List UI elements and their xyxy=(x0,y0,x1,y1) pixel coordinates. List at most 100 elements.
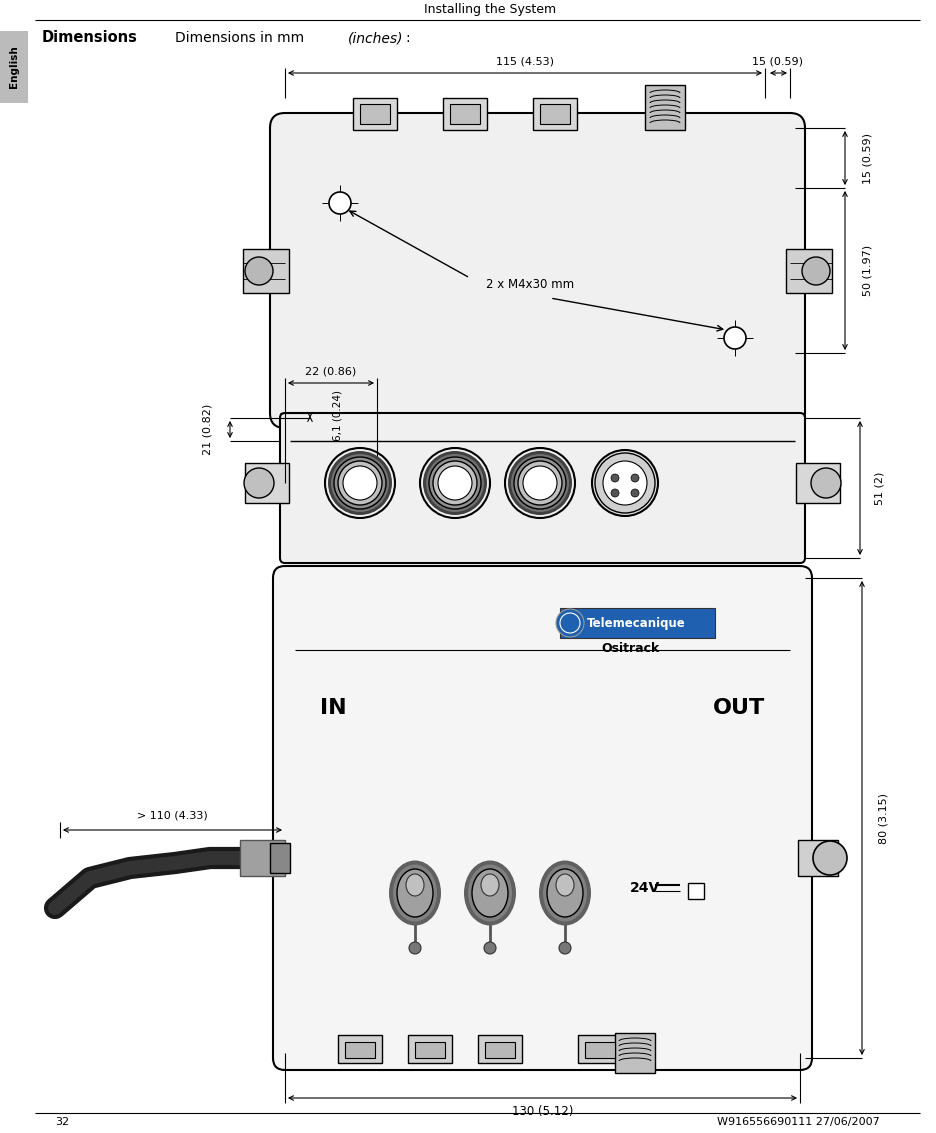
Text: Dimensions in mm: Dimensions in mm xyxy=(175,31,309,45)
Text: > 110 (4.33): > 110 (4.33) xyxy=(138,810,208,820)
Ellipse shape xyxy=(389,860,441,926)
Text: 22 (0.86): 22 (0.86) xyxy=(305,366,357,376)
Ellipse shape xyxy=(393,864,437,921)
Text: 24V: 24V xyxy=(630,881,660,895)
Bar xyxy=(408,1036,452,1063)
Bar xyxy=(786,249,832,293)
Circle shape xyxy=(595,453,655,513)
Ellipse shape xyxy=(468,864,512,921)
Circle shape xyxy=(514,457,566,509)
Circle shape xyxy=(611,474,619,482)
Circle shape xyxy=(523,466,557,500)
Circle shape xyxy=(244,468,274,499)
Bar xyxy=(415,1042,445,1058)
Circle shape xyxy=(592,450,658,516)
Text: Telemecanique: Telemecanique xyxy=(587,616,686,630)
Ellipse shape xyxy=(543,864,587,921)
Circle shape xyxy=(559,942,571,954)
Circle shape xyxy=(811,468,841,499)
Text: Installing the System: Installing the System xyxy=(424,3,556,17)
Circle shape xyxy=(328,451,392,516)
Circle shape xyxy=(518,461,562,505)
Bar xyxy=(645,85,685,130)
Bar xyxy=(270,843,290,874)
Ellipse shape xyxy=(406,874,424,896)
Text: 115 (4.53): 115 (4.53) xyxy=(496,56,554,66)
Text: 15 (0.59): 15 (0.59) xyxy=(862,133,872,184)
Circle shape xyxy=(556,610,584,637)
Circle shape xyxy=(724,327,746,349)
Circle shape xyxy=(331,454,389,512)
Bar xyxy=(585,1042,615,1058)
Text: (inches): (inches) xyxy=(348,31,403,45)
Circle shape xyxy=(245,257,273,286)
Ellipse shape xyxy=(556,874,574,896)
Bar xyxy=(245,463,289,503)
Text: English: English xyxy=(9,45,19,88)
Circle shape xyxy=(611,489,619,497)
Bar xyxy=(533,97,577,130)
Text: 51 (2): 51 (2) xyxy=(875,471,885,504)
Circle shape xyxy=(433,461,477,505)
Bar xyxy=(540,104,570,123)
Bar xyxy=(360,104,390,123)
Bar xyxy=(443,97,487,130)
Bar xyxy=(798,840,838,876)
Circle shape xyxy=(560,613,580,633)
Text: 15 (0.59): 15 (0.59) xyxy=(752,56,803,66)
Ellipse shape xyxy=(547,869,583,917)
FancyBboxPatch shape xyxy=(273,566,812,1070)
Circle shape xyxy=(802,257,830,286)
Bar xyxy=(578,1036,622,1063)
Bar xyxy=(338,1036,382,1063)
Text: :: : xyxy=(405,31,410,45)
Circle shape xyxy=(426,454,484,512)
Text: IN: IN xyxy=(320,698,346,718)
Bar xyxy=(353,97,397,130)
Bar xyxy=(560,608,715,638)
Ellipse shape xyxy=(481,874,499,896)
Circle shape xyxy=(508,451,572,516)
Circle shape xyxy=(429,457,481,509)
Ellipse shape xyxy=(539,860,591,926)
Circle shape xyxy=(343,466,377,500)
Bar xyxy=(0,31,28,103)
Text: Dimensions: Dimensions xyxy=(42,31,138,45)
Circle shape xyxy=(334,457,386,509)
Text: 6,1 (0.24): 6,1 (0.24) xyxy=(333,390,343,441)
Text: 130 (5.12): 130 (5.12) xyxy=(512,1105,573,1117)
Bar xyxy=(485,1042,515,1058)
Text: 80 (3.15): 80 (3.15) xyxy=(879,792,889,843)
Circle shape xyxy=(813,841,847,875)
Ellipse shape xyxy=(397,869,433,917)
Bar xyxy=(478,1036,522,1063)
Bar xyxy=(615,1033,655,1073)
Circle shape xyxy=(423,451,487,516)
Circle shape xyxy=(338,461,382,505)
Bar xyxy=(796,463,840,503)
Text: W916556690111 27/06/2007: W916556690111 27/06/2007 xyxy=(717,1117,880,1127)
Circle shape xyxy=(409,942,421,954)
Text: Ositrack: Ositrack xyxy=(601,641,659,655)
Ellipse shape xyxy=(472,869,508,917)
Bar xyxy=(450,104,480,123)
Text: 32: 32 xyxy=(55,1117,69,1127)
Bar xyxy=(240,840,285,876)
Circle shape xyxy=(603,461,647,505)
Circle shape xyxy=(631,474,639,482)
FancyBboxPatch shape xyxy=(280,414,805,563)
Circle shape xyxy=(329,191,351,214)
FancyBboxPatch shape xyxy=(270,113,805,428)
Text: 50 (1.97): 50 (1.97) xyxy=(862,245,872,296)
Bar xyxy=(243,249,289,293)
Text: 21 (0.82): 21 (0.82) xyxy=(203,403,213,455)
Text: OUT: OUT xyxy=(712,698,765,718)
Circle shape xyxy=(438,466,472,500)
Ellipse shape xyxy=(464,860,516,926)
Circle shape xyxy=(631,489,639,497)
Bar xyxy=(345,1042,375,1058)
Text: 2 x M4x30 mm: 2 x M4x30 mm xyxy=(486,279,574,291)
Circle shape xyxy=(511,454,569,512)
Bar xyxy=(688,883,704,898)
Circle shape xyxy=(484,942,496,954)
